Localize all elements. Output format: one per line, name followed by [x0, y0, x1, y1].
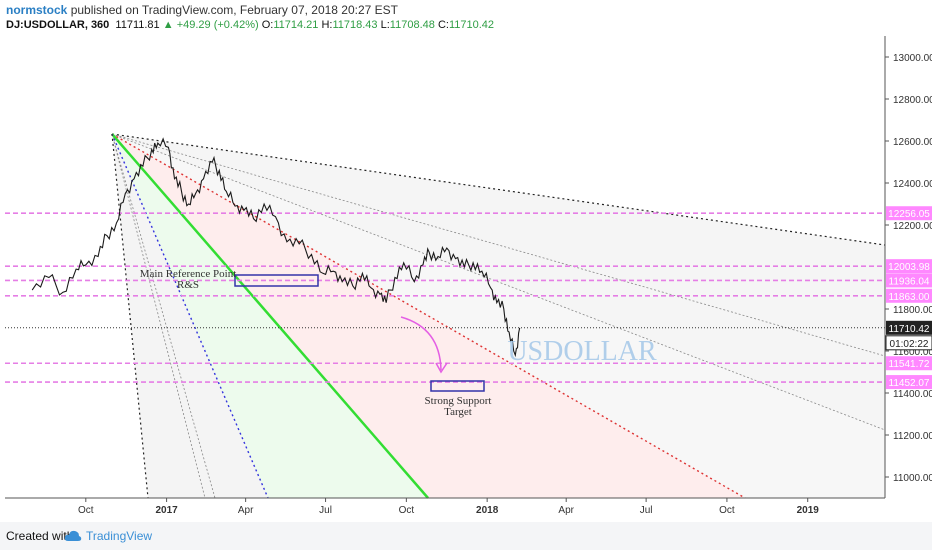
axes: 13000.00 12800.00 12600.00 12400.00 12200.00…	[5, 36, 932, 516]
fan-line-low-1	[111, 133, 216, 499]
last-price-label: 11710.42	[889, 324, 930, 335]
x-tick-label-4: Oct	[399, 505, 415, 516]
fan-line-mid-2	[111, 133, 886, 431]
reference-label-2: R&S	[177, 279, 199, 291]
horizontal-levels: 12256.05 12003.98 11936.04 11863.00 11541.72…	[5, 206, 932, 390]
fan-drawings	[111, 133, 886, 499]
countdown-label: 01:02:22	[890, 339, 929, 350]
y-tick-label-6: 11600.00	[893, 347, 932, 358]
level-label-2: 11936.04	[889, 276, 930, 287]
level-tag-3	[886, 288, 932, 303]
level-tag-1	[886, 259, 932, 274]
low-value: 11708.48	[389, 19, 435, 31]
fan-shade-gray-3	[112, 134, 268, 498]
level-label-1: 12003.98	[888, 262, 930, 273]
up-arrow-icon: ▲	[162, 19, 174, 31]
x-tick-label-3: Jul	[319, 505, 332, 516]
y-tick-label-4: 12200.00	[893, 221, 932, 232]
projection-arrow	[400, 316, 442, 371]
price-chart[interactable]: 12256.05 12003.98 11936.04 11863.00 11541.72…	[0, 36, 932, 522]
fan-line-red	[111, 133, 746, 499]
y-tick-label-3: 12400.00	[893, 179, 932, 190]
fan-line-green	[111, 133, 429, 499]
author-link[interactable]: normstock	[6, 3, 68, 17]
level-tag-0	[886, 206, 932, 221]
level-tag-5	[886, 375, 932, 390]
high-label: H:	[321, 19, 333, 31]
tradingview-cloud-icon	[64, 530, 82, 541]
y-tick-label-8: 11200.00	[893, 431, 932, 442]
publish-info: published on TradingView.com, February 0…	[67, 3, 399, 17]
low-label: L:	[380, 19, 390, 31]
x-tick-label-0: Oct	[78, 505, 94, 516]
last-price: 11711.81	[115, 19, 160, 31]
countdown-tag	[885, 335, 932, 351]
price-change: +49.29 (+0.42%)	[176, 19, 259, 31]
y-tick-label-9: 11000.00	[893, 473, 932, 484]
y-tick-label-5: 11800.00	[893, 305, 932, 316]
tradingview-brand-link[interactable]: TradingView	[86, 529, 153, 543]
x-tick-label-8: Oct	[719, 505, 735, 516]
created-with-label: Created with	[6, 529, 74, 543]
price-line	[31, 137, 521, 358]
level-label-5: 11452.07	[889, 378, 930, 389]
annotations: Main Reference Point R&S Strong Support …	[140, 268, 657, 418]
fan-line-blue	[111, 133, 269, 499]
close-value: 11710.42	[448, 19, 495, 31]
price-series	[5, 137, 885, 358]
x-tick-label-7: Jul	[640, 505, 653, 516]
close-label: C:	[437, 19, 449, 31]
target-box	[430, 380, 485, 392]
fan-line-low-2	[111, 133, 206, 499]
x-tick-label-2: Apr	[238, 505, 254, 516]
y-tick-label-7: 11400.00	[893, 389, 932, 400]
last-price-tag	[886, 320, 932, 335]
x-tick-label-1: 2017	[155, 505, 178, 516]
level-label-3: 11863.00	[889, 292, 930, 303]
y-tick-label-0: 13000.00	[893, 53, 932, 64]
footer-bar: Created with TradingView	[0, 522, 932, 550]
open-value: 11714.21	[273, 19, 319, 31]
x-tick-label-9: 2019	[797, 505, 820, 516]
target-label-1: Strong Support	[425, 395, 492, 407]
x-tick-label-5: 2018	[476, 505, 499, 516]
fan-line-steep	[111, 133, 149, 499]
symbol-watermark: USDOLLAR	[507, 336, 657, 367]
high-value: 11718.43	[332, 19, 378, 31]
open-label: O:	[261, 19, 274, 31]
fan-shade-gray-2	[112, 134, 885, 498]
symbol-label[interactable]: DJ:USDOLLAR, 360	[6, 19, 110, 31]
ohlc-line: DJ:USDOLLAR, 360 11711.81 ▲ +49.29 (+0.4…	[6, 19, 494, 31]
arrow-head-icon	[435, 362, 448, 374]
level-label-0: 12256.05	[888, 209, 930, 220]
reference-box	[234, 274, 319, 287]
level-tag-4	[886, 356, 932, 371]
level-label-4: 11541.72	[889, 359, 930, 370]
fan-line-upper	[111, 133, 886, 246]
publish-line: normstock published on TradingView.com, …	[6, 3, 398, 17]
level-tag-2	[886, 273, 932, 288]
reference-label-1: Main Reference Point	[140, 268, 237, 280]
x-tick-label-6: Apr	[558, 505, 574, 516]
y-tick-label-2: 12600.00	[893, 137, 932, 148]
target-label-2: Target	[444, 406, 472, 418]
chart-header: normstock published on TradingView.com, …	[0, 0, 932, 36]
y-tick-label-1: 12800.00	[893, 95, 932, 106]
